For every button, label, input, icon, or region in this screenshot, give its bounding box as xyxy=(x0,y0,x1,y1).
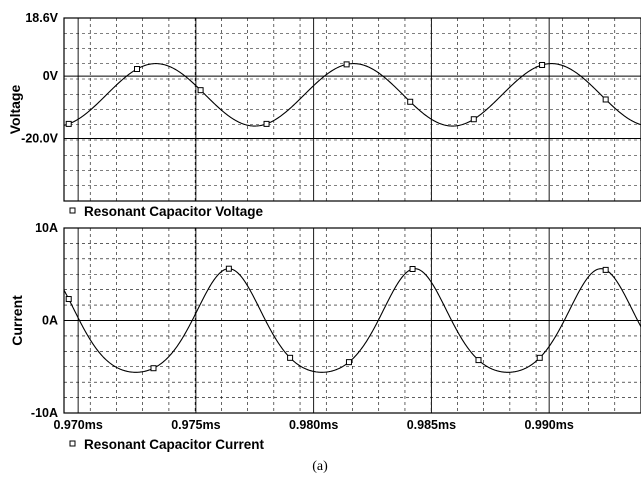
series-marker xyxy=(470,116,477,123)
series-line xyxy=(63,268,641,373)
series-marker xyxy=(475,357,482,364)
series-marker xyxy=(539,61,546,68)
series-marker xyxy=(225,265,232,272)
x-tick-label: 0.980ms xyxy=(289,418,338,432)
y-tick-label: 18.6V xyxy=(25,11,58,25)
y-tick-label: -10A xyxy=(31,406,58,420)
series-marker xyxy=(65,296,72,303)
legend-marker xyxy=(69,440,76,447)
series-marker xyxy=(150,365,157,372)
series-marker xyxy=(134,66,141,73)
series-marker xyxy=(345,359,352,366)
legend-label: Resonant Capacitor Voltage xyxy=(84,204,264,219)
x-tick-label: 0.975ms xyxy=(171,418,220,432)
series-marker xyxy=(407,98,414,105)
series-marker xyxy=(287,354,294,361)
series-marker xyxy=(197,87,204,94)
legend-marker xyxy=(69,207,76,214)
y-axis-label: Current xyxy=(9,295,25,346)
series-marker xyxy=(65,120,72,127)
y-tick-label: 0V xyxy=(43,69,59,83)
y-tick-label: -20.0V xyxy=(21,132,58,146)
y-axis-label: Voltage xyxy=(7,85,23,135)
current-plot: 10A 0A -10A Current 0.970ms 0.975ms 0.980ms 0.9… xyxy=(9,221,641,452)
series-marker xyxy=(602,96,609,103)
series-marker xyxy=(263,120,270,127)
series-marker xyxy=(602,266,609,273)
y-tick-label: 0A xyxy=(42,314,58,328)
x-tick-label: 0.985ms xyxy=(407,418,456,432)
x-tick-label: 0.990ms xyxy=(524,418,573,432)
figure-caption: (a) xyxy=(312,459,328,474)
y-tick-label: 10A xyxy=(35,221,58,235)
series-marker xyxy=(343,61,350,68)
legend-label: Resonant Capacitor Current xyxy=(84,437,265,452)
series-marker xyxy=(536,354,543,361)
series-marker xyxy=(409,265,416,272)
x-tick-label: 0.970ms xyxy=(53,418,102,432)
